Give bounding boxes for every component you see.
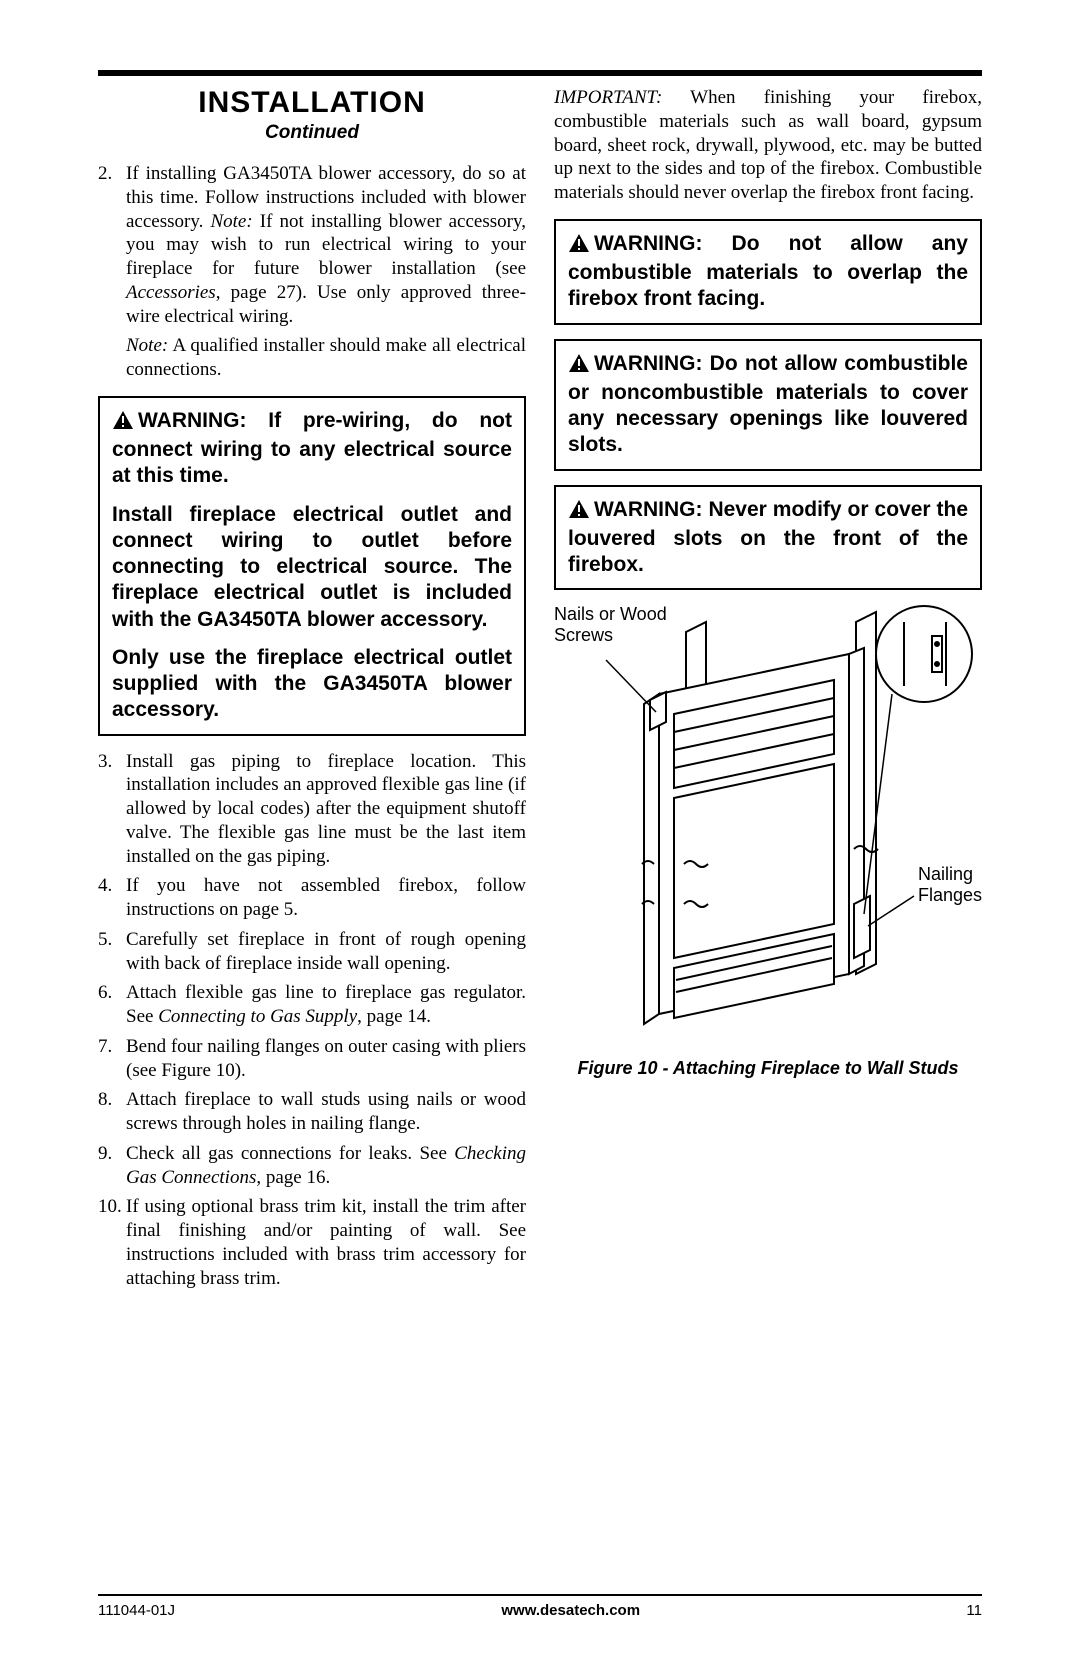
warning-icon bbox=[568, 233, 590, 260]
figure-label-nails: Nails or WoodScrews bbox=[554, 604, 667, 645]
footer-url: www.desatech.com bbox=[501, 1602, 640, 1619]
item-text: Check all gas connections for leaks. See… bbox=[126, 1142, 526, 1190]
page-footer: 111044-01J www.desatech.com 11 bbox=[98, 1594, 982, 1619]
list-item: 6.Attach flexible gas line to fireplace … bbox=[98, 981, 526, 1029]
figure-label-flanges: NailingFlanges bbox=[918, 864, 982, 905]
warning-box-openings: WARNING: Do not allow combustible or non… bbox=[554, 339, 982, 471]
item-text: If using optional brass trim kit, instal… bbox=[126, 1195, 526, 1290]
warning-box-louvers: WARNING: Never modify or cover the louve… bbox=[554, 485, 982, 591]
item-text: If you have not assembled firebox, follo… bbox=[126, 874, 526, 922]
figure-10-svg bbox=[554, 604, 984, 1034]
item-number: 3. bbox=[98, 750, 126, 869]
item-number: 10. bbox=[98, 1195, 126, 1290]
item-text: If installing GA3450TA blower accessory,… bbox=[126, 162, 526, 328]
figure-caption: Figure 10 - Attaching Fireplace to Wall … bbox=[554, 1058, 982, 1080]
item-number: 4. bbox=[98, 874, 126, 922]
item-number: 6. bbox=[98, 981, 126, 1029]
list-item: 3.Install gas piping to fireplace locati… bbox=[98, 750, 526, 869]
footer-page-number: 11 bbox=[966, 1602, 982, 1619]
warning-icon bbox=[112, 410, 134, 437]
list-item: 8.Attach fireplace to wall studs using n… bbox=[98, 1088, 526, 1136]
list-item: 2. If installing GA3450TA blower accesso… bbox=[98, 162, 526, 328]
list-item: 5.Carefully set fireplace in front of ro… bbox=[98, 928, 526, 976]
list-item: 4.If you have not assembled firebox, fol… bbox=[98, 874, 526, 922]
list-item: 10.If using optional brass trim kit, ins… bbox=[98, 1195, 526, 1290]
footer-rule bbox=[98, 1594, 982, 1596]
page-title: INSTALLATION bbox=[98, 86, 526, 120]
warning-para: Install fireplace electrical outlet and … bbox=[112, 502, 512, 633]
instruction-list-a: 2. If installing GA3450TA blower accesso… bbox=[98, 162, 526, 328]
item-number: 2. bbox=[98, 162, 126, 328]
item-number: 9. bbox=[98, 1142, 126, 1190]
item-text: Install gas piping to fireplace location… bbox=[126, 750, 526, 869]
list-item: 9.Check all gas connections for leaks. S… bbox=[98, 1142, 526, 1190]
warning-icon bbox=[568, 353, 590, 380]
item-text: Attach flexible gas line to fireplace ga… bbox=[126, 981, 526, 1029]
item-number: 7. bbox=[98, 1035, 126, 1083]
warning-para: WARNING: If pre-wiring, do not connect w… bbox=[112, 408, 512, 490]
warning-icon bbox=[568, 499, 590, 526]
warning-text: WARNING: Never modify or cover the louve… bbox=[568, 498, 968, 577]
item-text: Carefully set fireplace in front of roug… bbox=[126, 928, 526, 976]
warning-box-prewiring: WARNING: If pre-wiring, do not connect w… bbox=[98, 396, 526, 736]
warning-text: WARNING: Do not allow combustible or non… bbox=[568, 352, 968, 457]
item-number: 8. bbox=[98, 1088, 126, 1136]
warning-box-overlap: WARNING: Do not allow any combustible ma… bbox=[554, 219, 982, 325]
note-text: Note: A qualified installer should make … bbox=[126, 334, 526, 382]
left-column: INSTALLATION Continued 2. If installing … bbox=[98, 86, 526, 1296]
item-number: 5. bbox=[98, 928, 126, 976]
instruction-list-b: 3.Install gas piping to fireplace locati… bbox=[98, 750, 526, 1291]
top-rule bbox=[98, 70, 982, 76]
warning-para: Only use the fireplace electrical outlet… bbox=[112, 645, 512, 724]
list-item: 7.Bend four nailing flanges on outer cas… bbox=[98, 1035, 526, 1083]
warning-text: WARNING: Do not allow any combustible ma… bbox=[568, 232, 968, 311]
two-column-layout: INSTALLATION Continued 2. If installing … bbox=[98, 86, 982, 1296]
item-text: Attach fireplace to wall studs using nai… bbox=[126, 1088, 526, 1136]
important-paragraph: IMPORTANT: When finishing your firebox, … bbox=[554, 86, 982, 205]
right-column: IMPORTANT: When finishing your firebox, … bbox=[554, 86, 982, 1296]
page-subtitle: Continued bbox=[98, 122, 526, 144]
footer-doc-id: 111044-01J bbox=[98, 1602, 175, 1619]
warning-text: WARNING: If pre-wiring, do not connect w… bbox=[112, 409, 512, 488]
figure-10: Nails or WoodScrews NailingFlanges bbox=[554, 604, 982, 1044]
item-text: Bend four nailing flanges on outer casin… bbox=[126, 1035, 526, 1083]
